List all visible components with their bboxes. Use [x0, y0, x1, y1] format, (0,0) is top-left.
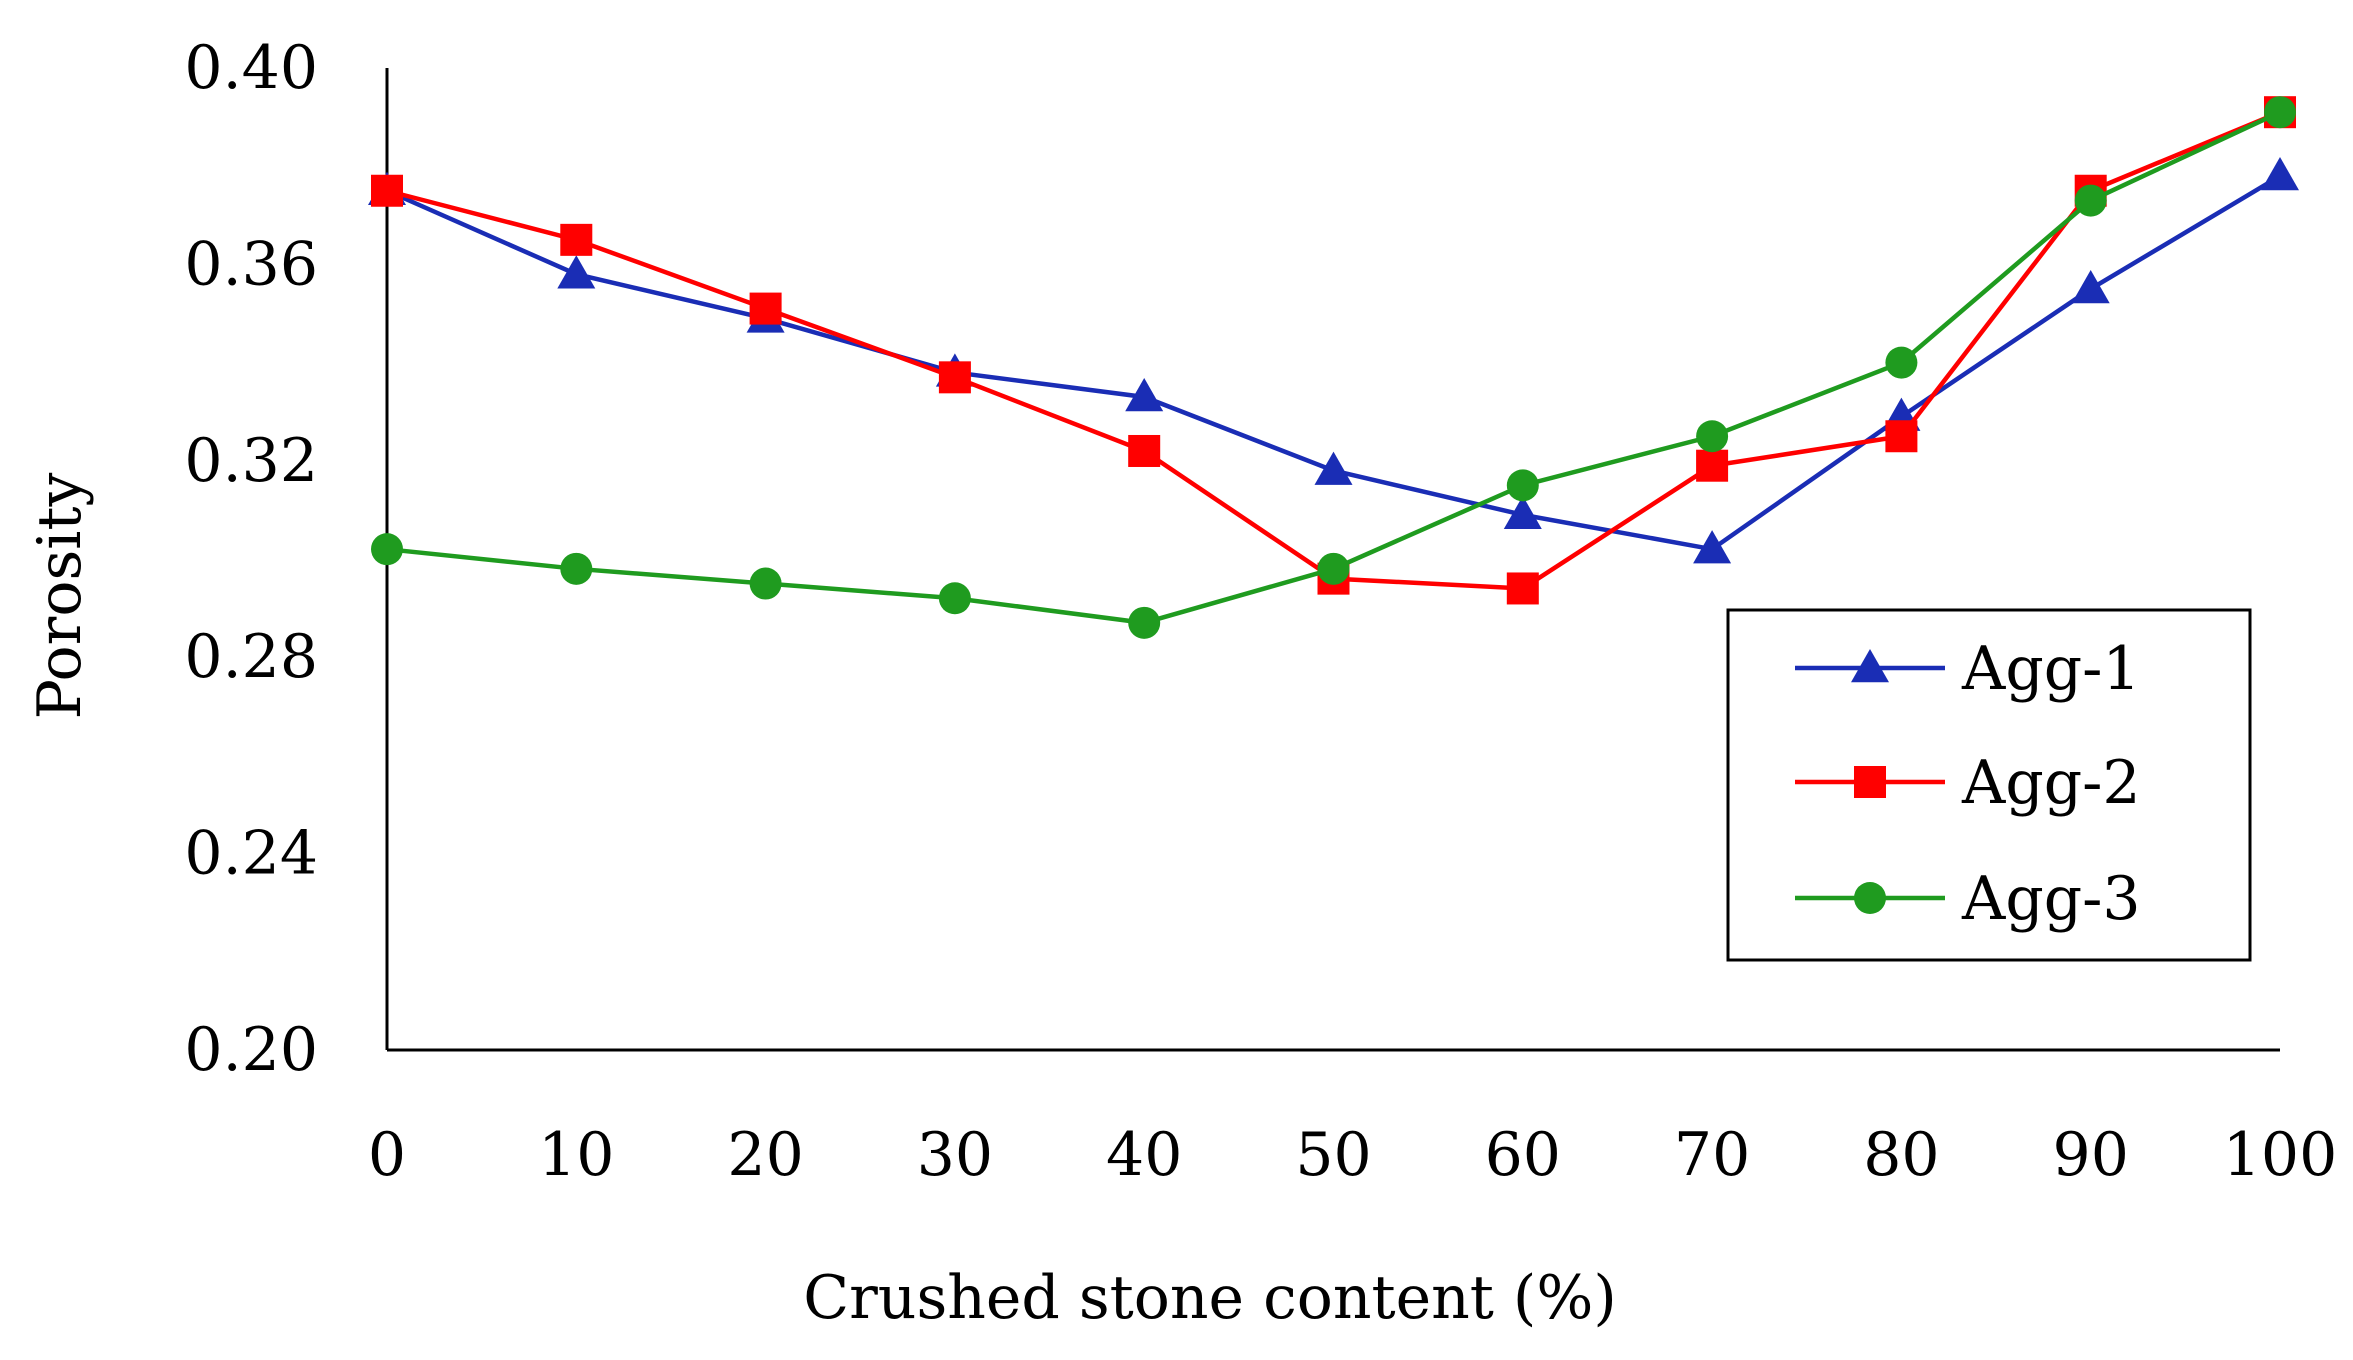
x-axis-title: Crushed stone content (%)	[803, 1263, 1617, 1333]
data-point-marker	[2261, 157, 2299, 191]
data-point-marker	[1696, 449, 1729, 482]
x-axis-tick-labels: 0 10 20 30 40 50 60 70 80 90 100	[368, 1120, 2337, 1190]
data-point-marker	[371, 174, 403, 207]
series-line	[386, 174, 2282, 552]
data-point-marker	[1506, 572, 1539, 605]
data-point-marker	[2074, 184, 2107, 217]
data-point-marker	[1693, 530, 1732, 564]
data-point-marker	[2264, 96, 2296, 129]
y-tick-label: 0.40	[184, 33, 318, 103]
y-tick-label: 0.36	[184, 229, 318, 299]
legend-entry-agg-3: Agg-3	[1795, 864, 2141, 934]
data-point-marker	[1506, 469, 1539, 502]
x-tick-label: 20	[727, 1120, 803, 1190]
data-point-marker	[1317, 552, 1350, 585]
data-point-marker	[749, 292, 782, 325]
legend-swatch-marker	[1854, 766, 1886, 798]
data-point-marker	[1128, 606, 1161, 639]
y-tick-label: 0.32	[184, 426, 318, 496]
x-tick-label: 10	[538, 1120, 614, 1190]
data-point-marker	[1128, 434, 1161, 467]
data-point-marker	[560, 552, 593, 585]
legend-swatch-marker	[1851, 649, 1889, 683]
data-point-marker	[557, 255, 596, 289]
series-agg-3	[371, 96, 2296, 639]
x-tick-label: 50	[1295, 1120, 1371, 1190]
legend-label: Agg-2	[1961, 748, 2141, 818]
legend-label: Agg-1	[1961, 634, 2141, 704]
legend: Agg-1 Agg-2 Agg-3	[1726, 608, 2252, 962]
data-point-marker	[1885, 346, 1918, 379]
data-point-marker	[1125, 377, 1164, 412]
data-point-marker	[1696, 420, 1729, 453]
x-tick-label: 100	[2223, 1120, 2338, 1190]
series-agg-1	[368, 157, 2299, 564]
y-axis-title: Porosity	[25, 472, 95, 719]
x-tick-label: 90	[2053, 1120, 2129, 1190]
data-point-marker	[2071, 269, 2110, 304]
y-tick-label: 0.20	[184, 1015, 318, 1085]
x-tick-label: 40	[1106, 1120, 1182, 1190]
data-point-marker	[1314, 451, 1353, 485]
series-layer	[368, 96, 2299, 639]
data-point-marker	[560, 223, 593, 256]
data-point-marker	[1885, 420, 1918, 453]
legend-entry-agg-2: Agg-2	[1795, 748, 2141, 818]
y-axis-tick-labels: 0.20 0.24 0.28 0.32 0.36 0.40	[184, 33, 318, 1085]
x-tick-label: 60	[1485, 1120, 1561, 1190]
legend-entry-agg-1: Agg-1	[1795, 634, 2141, 704]
data-point-marker	[1503, 495, 1542, 530]
legend-box	[1726, 608, 2252, 962]
data-point-marker	[938, 582, 971, 615]
x-tick-label: 30	[917, 1120, 993, 1190]
series-agg-2	[371, 96, 2296, 605]
series-line	[386, 110, 2281, 626]
x-tick-label: 0	[368, 1120, 406, 1190]
y-tick-label: 0.28	[184, 622, 318, 692]
legend-label: Agg-3	[1961, 864, 2141, 934]
legend-swatch-marker	[1854, 882, 1886, 914]
data-point-marker	[749, 567, 782, 600]
y-tick-label: 0.24	[184, 819, 318, 889]
x-tick-label: 80	[1863, 1120, 1939, 1190]
data-point-marker	[938, 361, 971, 394]
data-point-marker	[371, 533, 403, 566]
x-tick-label: 70	[1674, 1120, 1750, 1190]
